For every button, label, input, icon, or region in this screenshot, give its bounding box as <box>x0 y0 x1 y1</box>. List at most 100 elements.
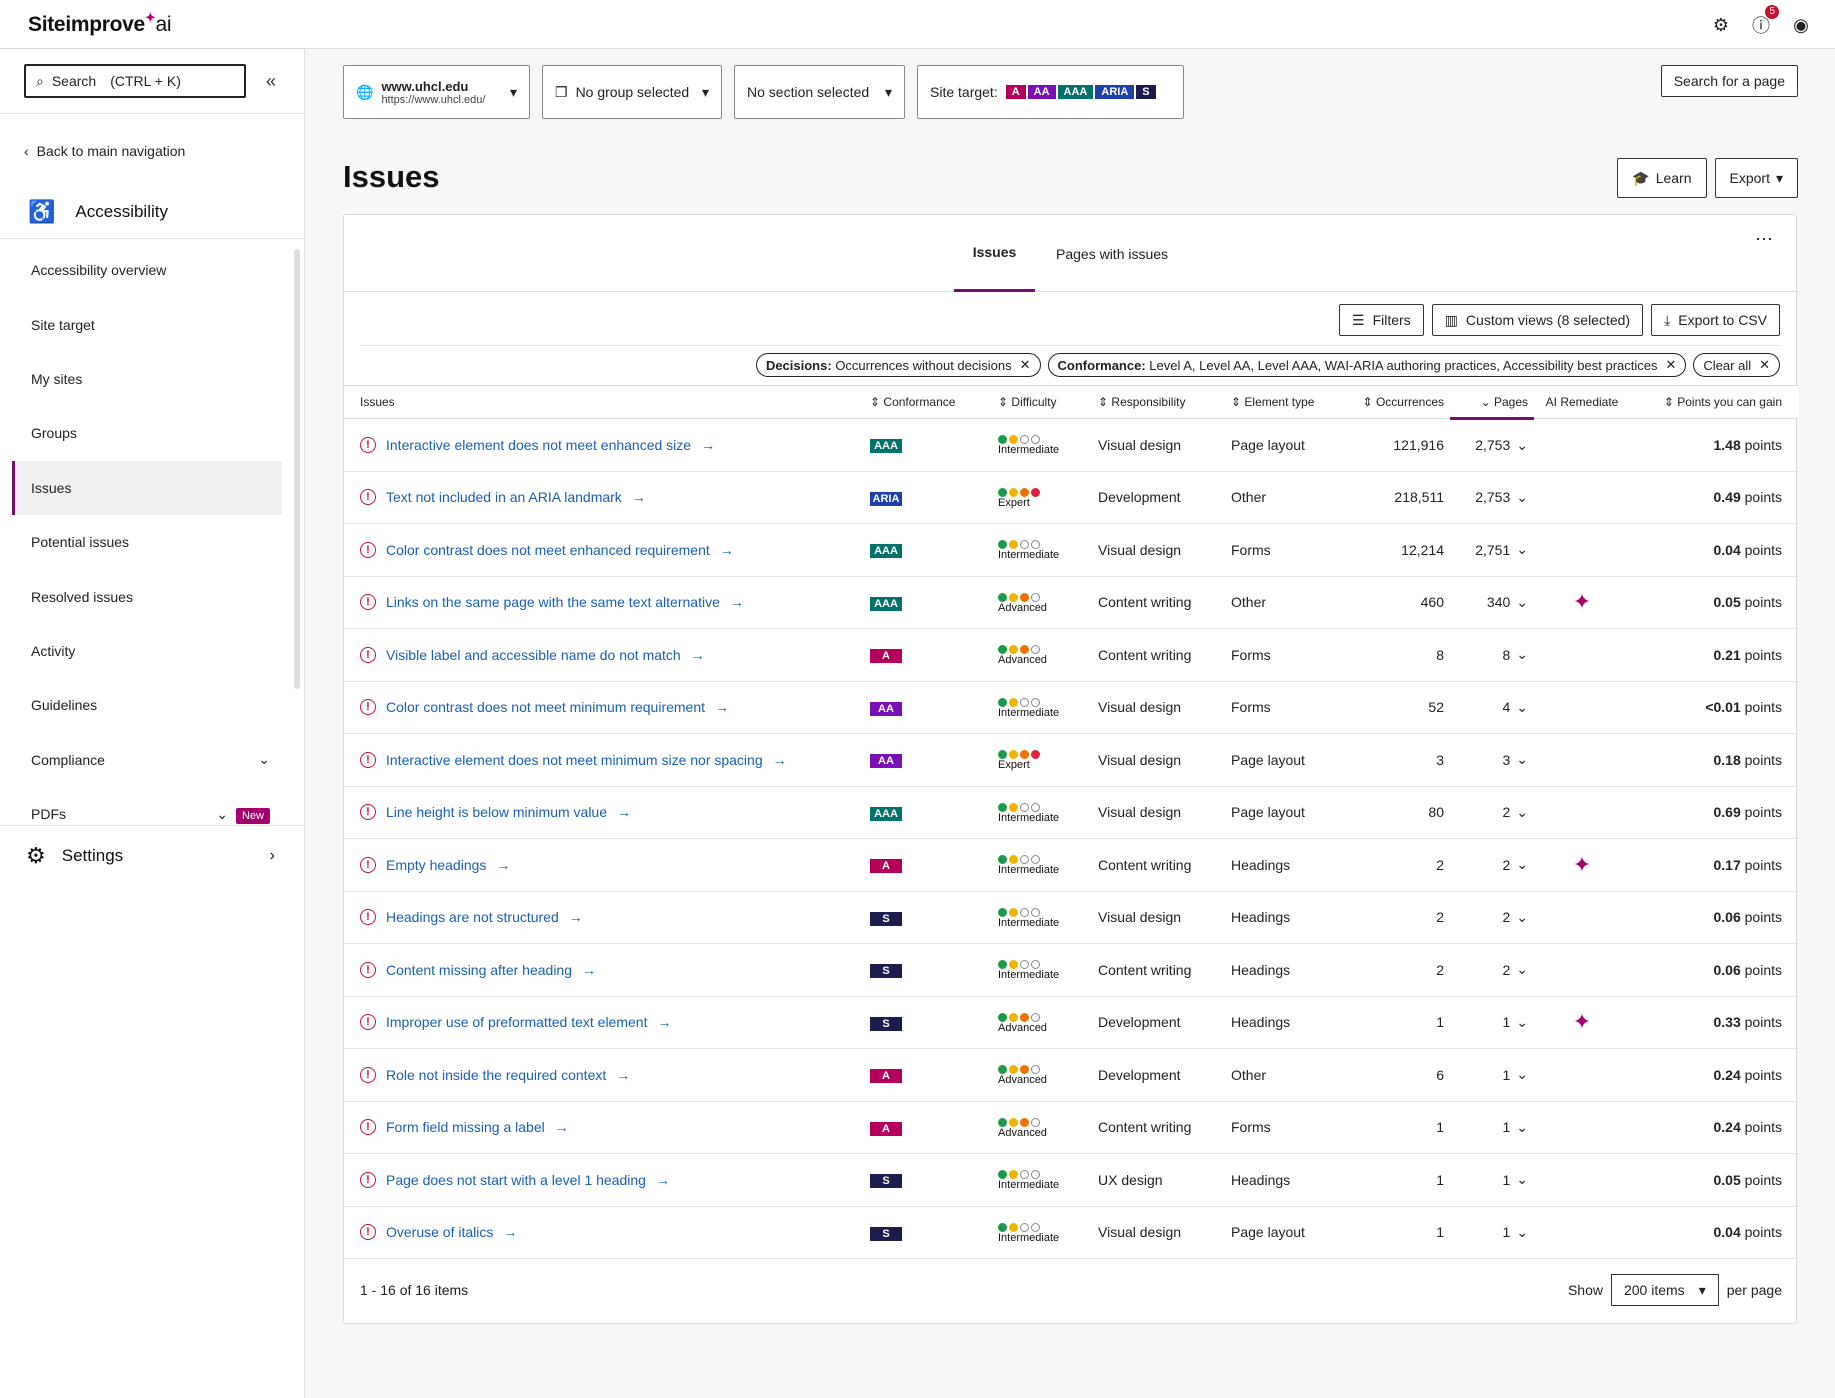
col-difficulty[interactable]: ⇕ Difficulty <box>992 385 1092 419</box>
sidebar-item-site-target[interactable]: Site target <box>31 316 95 333</box>
pages-expand[interactable]: 2 ⌄ <box>1502 803 1528 821</box>
table-row[interactable]: ! Role not inside the required context → A A… <box>344 1048 1798 1102</box>
col-occurrences[interactable]: ⇕ Occurrences <box>1350 385 1450 419</box>
issue-link[interactable]: ! Content missing after heading → <box>350 961 858 978</box>
pages-expand[interactable]: 1 ⌄ <box>1502 1013 1528 1031</box>
pages-expand[interactable]: 2,753 ⌄ <box>1475 436 1528 454</box>
sidebar-item-pdfs[interactable]: PDFs ⌄ New <box>12 787 282 841</box>
close-icon[interactable]: ✕ <box>1019 357 1031 372</box>
issue-link[interactable]: ! Role not inside the required context → <box>350 1066 858 1083</box>
table-row[interactable]: ! Overuse of italics → S Intermediate Visual … <box>344 1206 1798 1259</box>
pages-expand[interactable]: 340 ⌄ <box>1486 593 1528 611</box>
sidebar-item-groups[interactable]: Groups <box>31 425 77 442</box>
issue-link[interactable]: ! Color contrast does not meet minimum re… <box>350 699 858 716</box>
issue-link[interactable]: ! Improper use of preformatted text eleme… <box>350 1014 858 1031</box>
issue-link[interactable]: ! Text not included in an ARIA landmark → <box>350 489 858 506</box>
ai-remediate-icon[interactable]: ✦ <box>1572 1009 1592 1035</box>
site-selector[interactable]: 🌐 www.uhcl.edu https://www.uhcl.edu/ ▾ <box>343 65 530 119</box>
table-row[interactable]: ! Empty headings → A Intermediate Content wri… <box>344 838 1798 892</box>
custom-views-button[interactable]: ▥ Custom views (8 selected) <box>1431 304 1644 336</box>
group-selector[interactable]: ❐ No group selected ▾ <box>542 65 722 119</box>
pages-expand[interactable]: 2,751 ⌄ <box>1475 541 1528 558</box>
table-row[interactable]: ! Interactive element does not meet enhan… <box>344 418 1798 472</box>
tab-pages-with-issues[interactable]: Pages with issues <box>1056 245 1169 262</box>
col-conformance[interactable]: ⇕ Conformance <box>864 385 992 419</box>
col-points[interactable]: ⇕ Points you can gain <box>1630 385 1798 419</box>
pages-expand[interactable]: 3 ⌄ <box>1502 751 1528 768</box>
clear-all-button[interactable]: Clear all ✕ <box>1693 353 1780 377</box>
sidebar-item-activity[interactable]: Activity <box>31 642 76 659</box>
table-row[interactable]: ! Form field missing a label → A Advanced Con… <box>344 1101 1798 1154</box>
col-responsibility[interactable]: ⇕ Responsibility <box>1092 385 1225 419</box>
sidebar-item-settings[interactable]: ⚙ Settings › <box>0 825 305 885</box>
section-selector[interactable]: No section selected ▾ <box>734 65 905 119</box>
pages-expand[interactable]: 1 ⌄ <box>1502 1118 1528 1136</box>
issue-link[interactable]: ! Links on the same page with the same te… <box>350 594 858 611</box>
pages-expand[interactable]: 4 ⌄ <box>1502 698 1528 716</box>
pages-expand[interactable]: 2 ⌄ <box>1502 856 1528 873</box>
table-row[interactable]: ! Improper use of preformatted text eleme… <box>344 996 1798 1049</box>
table-row[interactable]: ! Interactive element does not meet minim… <box>344 733 1798 787</box>
more-options-icon[interactable]: ⋯ <box>1755 229 1774 249</box>
issue-link[interactable]: ! Line height is below minimum value → <box>350 804 858 821</box>
pages-expand[interactable]: 1 ⌄ <box>1502 1171 1528 1188</box>
pages-expand[interactable]: 1 ⌄ <box>1502 1223 1528 1241</box>
tab-issues[interactable]: Issues <box>954 215 1035 292</box>
table-row[interactable]: ! Links on the same page with the same te… <box>344 576 1798 629</box>
close-icon[interactable]: ✕ <box>1759 357 1770 372</box>
issue-link[interactable]: ! Visible label and accessible name do no… <box>350 646 858 663</box>
col-pages[interactable]: ⌄ Pages <box>1450 385 1534 420</box>
filter-chip-decisions[interactable]: Decisions: Occurrences without decisions… <box>755 353 1041 377</box>
col-issues[interactable]: Issues <box>344 385 864 419</box>
siteimprove-logo[interactable]: Siteimprove✦ai <box>28 10 172 36</box>
issue-link[interactable]: ! Page does not start with a level 1 head… <box>350 1171 858 1188</box>
issue-link[interactable]: ! Headings are not structured → <box>350 909 858 926</box>
user-icon[interactable]: ◉ <box>1793 14 1809 35</box>
pages-expand[interactable]: 8 ⌄ <box>1502 646 1528 663</box>
table-row[interactable]: ! Text not included in an ARIA landmark → A… <box>344 471 1798 524</box>
issue-link[interactable]: ! Interactive element does not meet minim… <box>350 751 858 768</box>
col-element-type[interactable]: ⇕ Element type <box>1225 385 1350 419</box>
sidebar-item-guidelines[interactable]: Guidelines <box>31 697 98 714</box>
export-button[interactable]: Export ▾ <box>1714 158 1798 198</box>
sidebar-item-accessibility-overview[interactable]: Accessibility overview <box>31 262 167 279</box>
sidebar-item-potential-issues[interactable]: Potential issues <box>31 534 130 551</box>
sidebar-item-compliance[interactable]: Compliance ⌄ <box>31 751 270 768</box>
sidebar-item-issues[interactable]: Issues <box>12 460 282 515</box>
gear-icon[interactable]: ⚙ <box>1712 14 1730 35</box>
table-row[interactable]: ! Headings are not structured → S Intermedia… <box>344 891 1798 944</box>
export-csv-button[interactable]: ⤓ Export to CSV <box>1651 304 1780 336</box>
issue-link[interactable]: ! Form field missing a label → <box>350 1119 858 1136</box>
ai-remediate-icon[interactable]: ✦ <box>1572 589 1592 615</box>
warning-icon: ! <box>360 1119 376 1136</box>
filters-button[interactable]: ☰ Filters <box>1339 304 1424 336</box>
pages-expand[interactable]: 1 ⌄ <box>1502 1066 1528 1083</box>
table-row[interactable]: ! Line height is below minimum value → AAA I… <box>344 786 1798 839</box>
ai-remediate-icon[interactable]: ✦ <box>1572 851 1592 877</box>
collapse-sidebar-icon[interactable]: « <box>266 71 277 91</box>
filter-chip-conformance[interactable]: Conformance: Level A, Level AA, Level AA… <box>1047 353 1687 377</box>
table-row[interactable]: ! Page does not start with a level 1 head… <box>344 1153 1798 1207</box>
pages-expand[interactable]: 2,753 ⌄ <box>1475 488 1528 506</box>
per-page-select[interactable]: 200 items ▾ <box>1610 1274 1719 1306</box>
learn-button[interactable]: 🎓 Learn <box>1617 158 1707 198</box>
issue-link[interactable]: ! Color contrast does not meet enhanced r… <box>350 541 858 558</box>
issue-link[interactable]: ! Empty headings → <box>350 856 858 873</box>
sidebar-item-my-sites[interactable]: My sites <box>31 370 83 387</box>
table-row[interactable]: ! Content missing after heading → S Intermed… <box>344 943 1798 997</box>
back-to-main-navigation[interactable]: ‹ Back to main navigation <box>24 143 186 159</box>
table-row[interactable]: ! Visible label and accessible name do no… <box>344 628 1798 682</box>
issue-link[interactable]: ! Interactive element does not meet enhan… <box>350 436 858 453</box>
sidebar-scrollbar[interactable] <box>294 249 300 689</box>
pages-expand[interactable]: 2 ⌄ <box>1502 908 1528 926</box>
table-row[interactable]: ! Color contrast does not meet enhanced r… <box>344 523 1798 577</box>
sidebar-item-resolved-issues[interactable]: Resolved issues <box>31 588 133 605</box>
help-icon[interactable]: ⓘ 5 <box>1749 5 1779 37</box>
site-target[interactable]: Site target: A AA AAA ARIA S <box>917 65 1184 119</box>
search-input[interactable]: ⌕ Search (CTRL + K) <box>24 64 246 98</box>
close-icon[interactable]: ✕ <box>1665 357 1677 372</box>
pages-expand[interactable]: 2 ⌄ <box>1502 961 1528 978</box>
issue-link[interactable]: ! Overuse of italics → <box>350 1224 858 1241</box>
search-for-page-button[interactable]: Search for a page <box>1660 65 1798 97</box>
table-row[interactable]: ! Color contrast does not meet minimum re… <box>344 681 1798 734</box>
